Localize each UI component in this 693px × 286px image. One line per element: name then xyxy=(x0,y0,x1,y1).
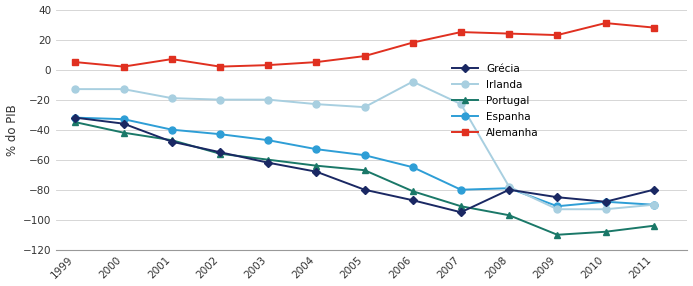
Line: Portugal: Portugal xyxy=(72,119,657,238)
Espanha xyxy=(602,200,610,203)
Espanha xyxy=(505,186,514,190)
Grécia xyxy=(312,170,320,173)
Alemanha xyxy=(312,60,320,64)
Grécia xyxy=(505,188,514,191)
Irlanda xyxy=(264,98,272,101)
Alemanha xyxy=(553,33,561,37)
Alemanha xyxy=(360,54,369,58)
Portugal xyxy=(71,120,80,124)
Line: Grécia: Grécia xyxy=(73,115,656,215)
Alemanha xyxy=(457,30,465,34)
Espanha xyxy=(457,188,465,191)
Portugal xyxy=(649,224,658,227)
Portugal xyxy=(216,152,224,155)
Portugal xyxy=(312,164,320,167)
Line: Alemanha: Alemanha xyxy=(72,20,657,70)
Grécia xyxy=(360,188,369,191)
Alemanha xyxy=(602,21,610,25)
Grécia xyxy=(602,200,610,203)
Portugal xyxy=(553,233,561,237)
Grécia xyxy=(457,210,465,214)
Irlanda xyxy=(360,106,369,109)
Line: Espanha: Espanha xyxy=(72,114,657,210)
Portugal xyxy=(360,168,369,172)
Alemanha xyxy=(71,60,80,64)
Y-axis label: % do PIB: % do PIB xyxy=(6,104,19,156)
Espanha xyxy=(360,154,369,157)
Irlanda xyxy=(168,96,176,100)
Alemanha xyxy=(168,57,176,61)
Alemanha xyxy=(264,63,272,67)
Grécia xyxy=(119,122,128,125)
Grécia xyxy=(553,196,561,199)
Legend: Grécia, Irlanda, Portugal, Espanha, Alemanha: Grécia, Irlanda, Portugal, Espanha, Alem… xyxy=(448,60,543,142)
Grécia xyxy=(216,150,224,154)
Irlanda xyxy=(457,102,465,106)
Espanha xyxy=(119,118,128,121)
Grécia xyxy=(409,198,417,202)
Irlanda xyxy=(649,203,658,206)
Espanha xyxy=(71,116,80,119)
Grécia xyxy=(264,161,272,164)
Alemanha xyxy=(649,26,658,29)
Portugal xyxy=(602,230,610,233)
Alemanha xyxy=(216,65,224,68)
Grécia xyxy=(649,188,658,191)
Portugal xyxy=(409,190,417,193)
Irlanda xyxy=(216,98,224,101)
Portugal xyxy=(457,204,465,208)
Grécia xyxy=(71,116,80,119)
Alemanha xyxy=(505,32,514,35)
Line: Irlanda: Irlanda xyxy=(72,78,657,213)
Irlanda xyxy=(71,88,80,91)
Portugal xyxy=(168,138,176,142)
Espanha xyxy=(649,203,658,206)
Grécia xyxy=(168,140,176,143)
Alemanha xyxy=(409,41,417,44)
Espanha xyxy=(312,148,320,151)
Irlanda xyxy=(312,102,320,106)
Irlanda xyxy=(505,185,514,188)
Portugal xyxy=(264,158,272,161)
Espanha xyxy=(216,132,224,136)
Irlanda xyxy=(119,88,128,91)
Espanha xyxy=(553,204,561,208)
Espanha xyxy=(264,138,272,142)
Irlanda xyxy=(602,208,610,211)
Alemanha xyxy=(119,65,128,68)
Portugal xyxy=(505,214,514,217)
Portugal xyxy=(119,131,128,134)
Espanha xyxy=(168,128,176,131)
Irlanda xyxy=(553,208,561,211)
Espanha xyxy=(409,166,417,169)
Irlanda xyxy=(409,80,417,83)
